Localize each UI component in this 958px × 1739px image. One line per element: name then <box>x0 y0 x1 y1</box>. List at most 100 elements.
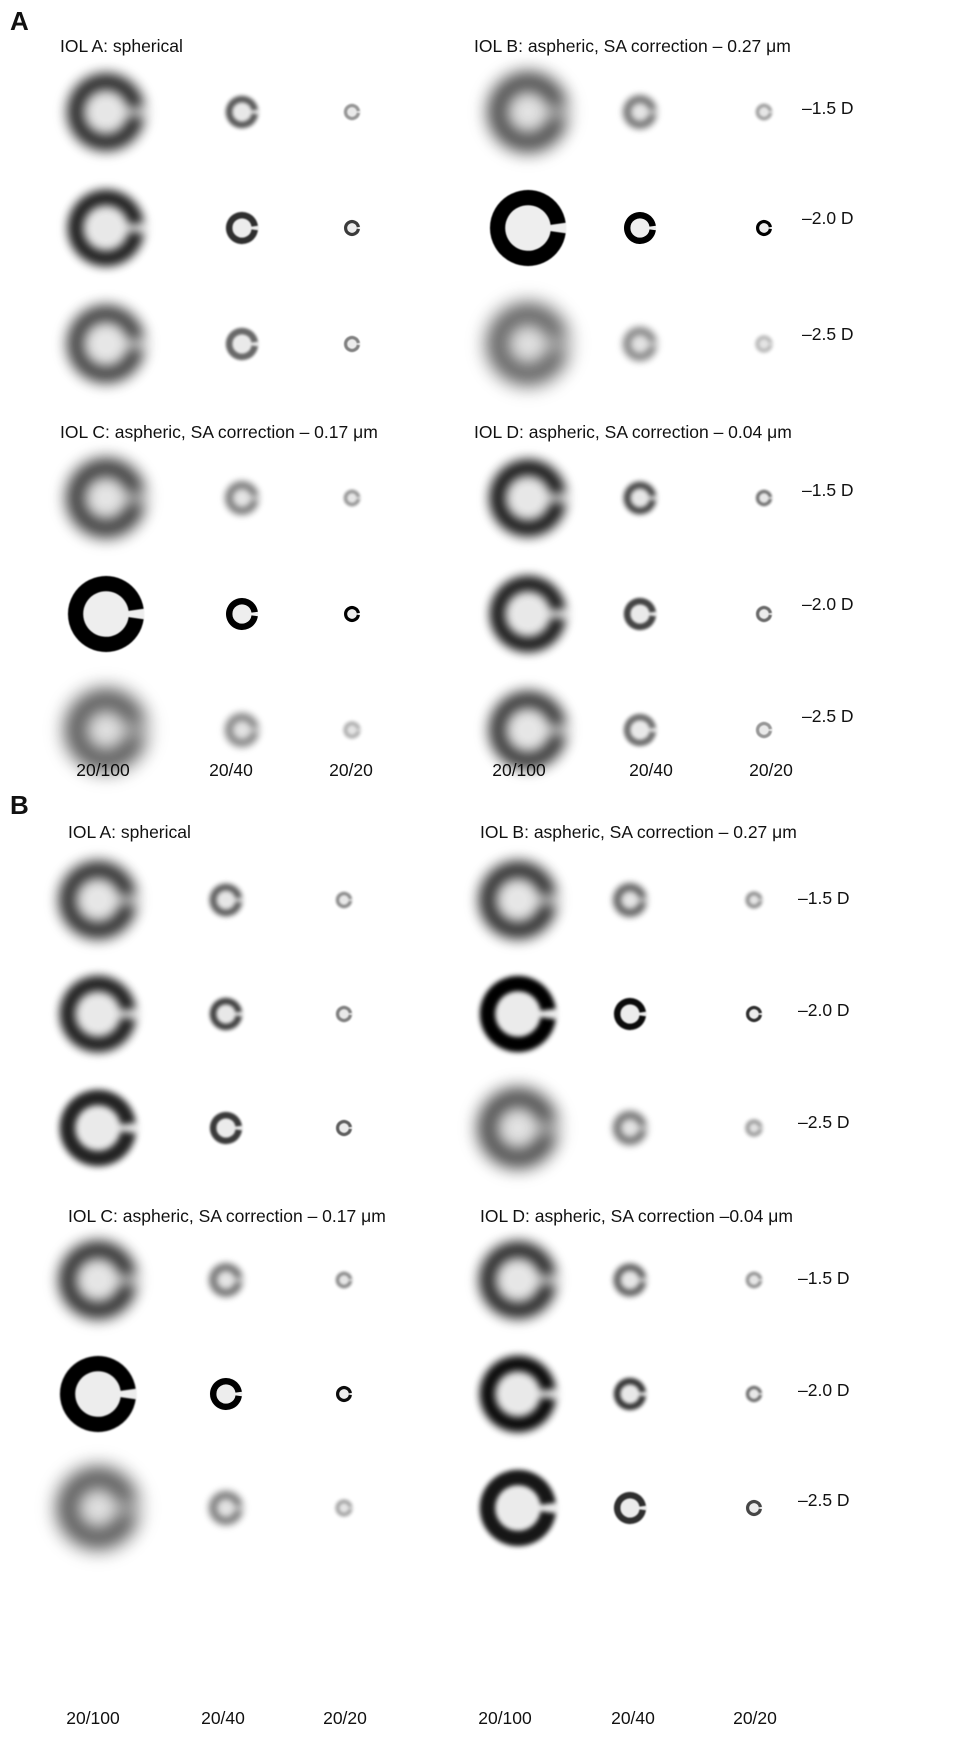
defocus-label: –2.5 D <box>802 324 854 344</box>
landolt-c-optotype <box>68 74 144 150</box>
iol-c-title: IOL C: aspheric, SA correction – 0.17 μm <box>68 1206 386 1226</box>
landolt-c-optotype <box>746 1272 762 1288</box>
defocus-label: –1.5 D <box>802 480 854 500</box>
landolt-c-optotype <box>210 1112 242 1144</box>
landolt-c-optotype <box>490 306 566 382</box>
defocus-label: –2.5 D <box>798 1112 850 1132</box>
iol-a-title: IOL A: spherical <box>68 822 191 842</box>
acuity-label: 20/100 <box>66 1708 120 1728</box>
landolt-c-optotype <box>344 220 360 236</box>
landolt-c-optotype <box>624 482 656 514</box>
acuity-label: 20/20 <box>749 760 793 780</box>
landolt-c-optotype <box>614 1264 646 1296</box>
landolt-c-optotype <box>226 598 258 630</box>
landolt-c-optotype <box>480 1470 556 1546</box>
landolt-c-optotype <box>68 692 144 768</box>
landolt-c-optotype <box>624 212 656 244</box>
landolt-c-optotype <box>490 576 566 652</box>
landolt-c-optotype <box>336 1120 352 1136</box>
acuity-label: 20/100 <box>478 1708 532 1728</box>
landolt-c-optotype <box>746 1500 762 1516</box>
landolt-c-optotype <box>68 306 144 382</box>
landolt-c-optotype <box>480 1090 556 1166</box>
landolt-c-optotype <box>336 1500 352 1516</box>
landolt-c-optotype <box>210 1378 242 1410</box>
landolt-c-optotype <box>68 460 144 536</box>
landolt-c-optotype <box>226 212 258 244</box>
landolt-c-optotype <box>226 328 258 360</box>
defocus-label: –1.5 D <box>802 98 854 118</box>
defocus-label: –2.5 D <box>798 1490 850 1510</box>
iol-b-title: IOL B: aspheric, SA correction – 0.27 μm <box>480 822 797 842</box>
landolt-c-optotype <box>746 892 762 908</box>
iol-a-title: IOL A: spherical <box>60 36 183 56</box>
landolt-c-optotype <box>226 714 258 746</box>
landolt-c-optotype <box>624 714 656 746</box>
landolt-c-optotype <box>480 1242 556 1318</box>
defocus-label: –1.5 D <box>798 888 850 908</box>
iol-d-title: IOL D: aspheric, SA correction – 0.04 μm <box>474 422 792 442</box>
landolt-c-optotype <box>614 1112 646 1144</box>
landolt-c-optotype <box>60 1090 136 1166</box>
landolt-c-optotype <box>68 190 144 266</box>
iol-c-title: IOL C: aspheric, SA correction – 0.17 μm <box>60 422 378 442</box>
landolt-c-optotype <box>336 1006 352 1022</box>
landolt-c-optotype <box>344 104 360 120</box>
acuity-label: 20/40 <box>629 760 673 780</box>
landolt-c-optotype <box>756 336 772 352</box>
landolt-c-optotype <box>746 1006 762 1022</box>
landolt-c-optotype <box>210 1264 242 1296</box>
landolt-c-optotype <box>756 104 772 120</box>
landolt-c-optotype <box>756 722 772 738</box>
landolt-c-optotype <box>614 1492 646 1524</box>
defocus-label: –2.0 D <box>798 1000 850 1020</box>
landolt-c-optotype <box>60 976 136 1052</box>
defocus-label: –1.5 D <box>798 1268 850 1288</box>
landolt-c-optotype <box>210 998 242 1030</box>
landolt-c-optotype <box>614 1378 646 1410</box>
landolt-c-optotype <box>226 482 258 514</box>
acuity-label: 20/20 <box>733 1708 777 1728</box>
landolt-c-optotype <box>336 1272 352 1288</box>
landolt-c-optotype <box>756 220 772 236</box>
landolt-c-optotype <box>344 722 360 738</box>
landolt-c-optotype <box>60 1242 136 1318</box>
landolt-c-optotype <box>480 1356 556 1432</box>
landolt-c-optotype <box>210 1492 242 1524</box>
panel-label-a: A <box>10 6 29 36</box>
landolt-c-optotype <box>226 96 258 128</box>
landolt-c-optotype <box>68 576 144 652</box>
landolt-c-optotype <box>480 862 556 938</box>
landolt-c-optotype <box>490 190 566 266</box>
acuity-label: 20/40 <box>201 1708 245 1728</box>
defocus-label: –2.5 D <box>802 706 854 726</box>
landolt-c-optotype <box>344 490 360 506</box>
panel-label-b: B <box>10 790 29 820</box>
landolt-c-optotype <box>336 1386 352 1402</box>
iol-b-title: IOL B: aspheric, SA correction – 0.27 μm <box>474 36 791 56</box>
landolt-c-optotype <box>60 1356 136 1432</box>
acuity-label: 20/20 <box>323 1708 367 1728</box>
landolt-c-optotype <box>614 998 646 1030</box>
defocus-label: –2.0 D <box>798 1380 850 1400</box>
landolt-c-optotype <box>490 74 566 150</box>
landolt-c-optotype <box>746 1120 762 1136</box>
landolt-c-optotype <box>344 336 360 352</box>
defocus-label: –2.0 D <box>802 594 854 614</box>
defocus-label: –2.0 D <box>802 208 854 228</box>
landolt-c-optotype <box>210 884 242 916</box>
landolt-c-optotype <box>624 96 656 128</box>
acuity-label: 20/20 <box>329 760 373 780</box>
iol-d-title: IOL D: aspheric, SA correction –0.04 μm <box>480 1206 793 1226</box>
landolt-c-optotype <box>336 892 352 908</box>
landolt-c-optotype <box>614 884 646 916</box>
landolt-c-optotype <box>624 598 656 630</box>
acuity-label: 20/40 <box>209 760 253 780</box>
landolt-c-optotype <box>624 328 656 360</box>
landolt-c-optotype <box>756 490 772 506</box>
landolt-c-optotype <box>756 606 772 622</box>
landolt-c-optotype <box>60 1470 136 1546</box>
landolt-c-optotype <box>344 606 360 622</box>
acuity-label: 20/40 <box>611 1708 655 1728</box>
